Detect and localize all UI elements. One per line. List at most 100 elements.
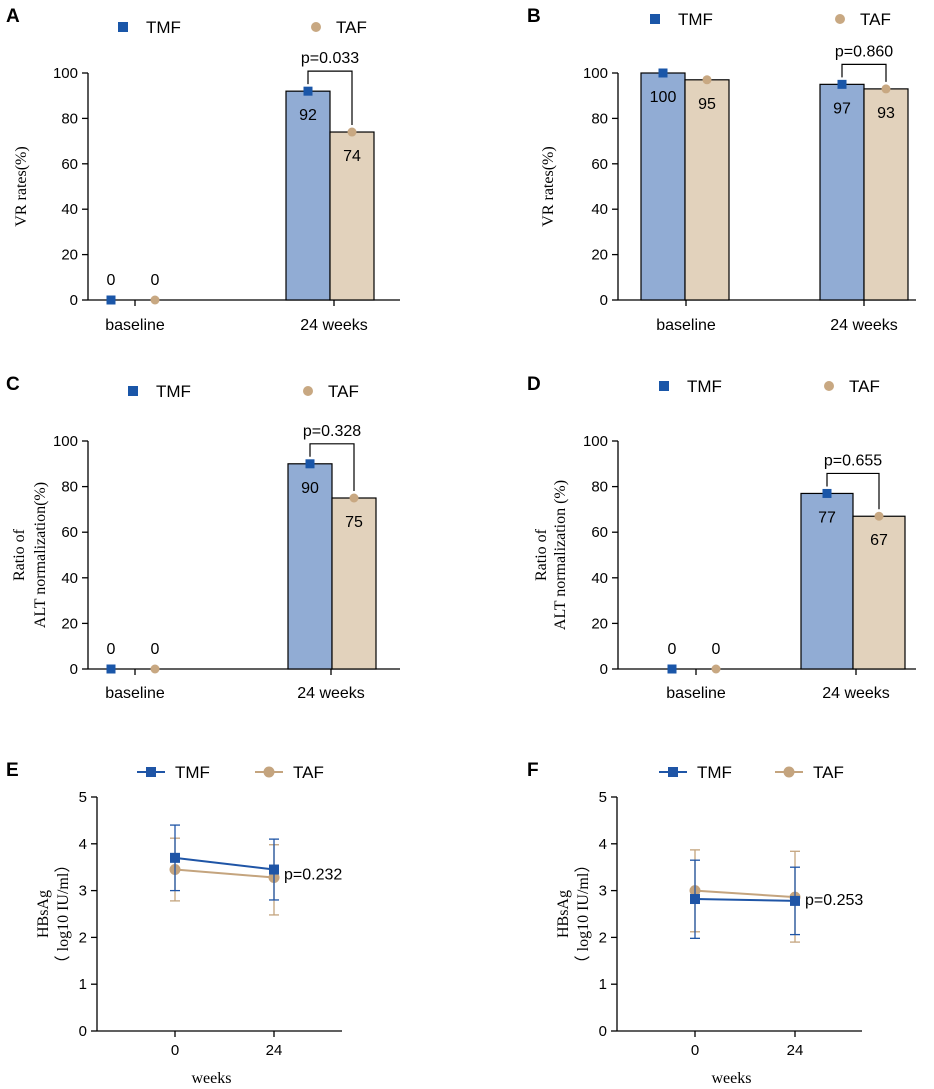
- panel-d-letter: D: [527, 374, 541, 395]
- panel-f-legend-tmf-marker: [668, 767, 678, 777]
- panel-e-y-tick-label: 4: [79, 836, 87, 853]
- panel-a-significance-bracket: [307, 70, 353, 126]
- panel-f-tmf-point: [790, 895, 800, 906]
- panel-f-p-value: p=0.253: [805, 892, 863, 909]
- panel-c-y-tick-label: 20: [61, 615, 78, 632]
- panel-c-taf-marker: [349, 493, 359, 503]
- panel-e-y-tick-label: 0: [79, 1023, 87, 1040]
- panel-c-tmf-marker: [305, 459, 315, 469]
- panel-d-tmf-marker: [667, 664, 677, 674]
- panel-e-y-tick-label: 5: [79, 789, 87, 806]
- panel-b-taf-value-label: 95: [698, 96, 716, 113]
- panel-a-y-tick-label: 80: [61, 110, 78, 127]
- panel-f-taf-line: [694, 889, 796, 899]
- panel-a-y-tick-label: 40: [61, 201, 78, 218]
- panel-c-tmf-bar: [287, 463, 333, 670]
- panel-d-taf-value-label: 0: [712, 641, 721, 658]
- panel-a-category-label: baseline: [105, 317, 165, 334]
- panel-d-tmf-bar: [800, 492, 854, 670]
- panel-c-y-tick-label: 60: [61, 524, 78, 541]
- panel-a-legend-taf-marker: [311, 22, 321, 32]
- panel-f-x-tick-label: 24: [787, 1042, 804, 1059]
- panel-d-tmf-value-label: 0: [668, 641, 677, 658]
- panel-b-y-tick-label: 0: [600, 292, 608, 309]
- panel-d-category-label: 24 weeks: [822, 685, 890, 702]
- panel-e-tmf-point: [269, 864, 279, 875]
- panel-f-y-tick-label: 3: [599, 883, 607, 900]
- panel-b-tmf-marker: [837, 79, 847, 89]
- panel-d-p-value: p=0.655: [824, 452, 882, 469]
- panel-c-y-tick-label: 80: [61, 479, 78, 496]
- panel-e-tmf-point: [170, 852, 180, 863]
- panel-f-y-label: HBsAg: [555, 890, 572, 938]
- panel-e-x-tick-label: 0: [171, 1042, 179, 1059]
- panel-d-significance-bracket: [826, 472, 880, 510]
- panel-b-tmf-value-label: 97: [833, 100, 851, 117]
- panel-f-tmf-line: [694, 898, 796, 902]
- panel-d-taf-bar: [852, 515, 906, 670]
- panel-c-p-value: p=0.328: [303, 423, 361, 440]
- panel-a-tmf-value-label: 0: [107, 272, 116, 289]
- panel-a-letter: A: [6, 6, 20, 27]
- panel-f-y-tick-label: 5: [599, 789, 607, 806]
- panel-c-tmf-marker: [106, 664, 116, 674]
- panel-e-legend-tmf-label: TMF: [175, 763, 210, 782]
- panel-c-letter: C: [6, 374, 20, 395]
- panel-d-y-label: Ratio of: [533, 528, 550, 581]
- panel-c-taf-value-label: 75: [345, 514, 363, 531]
- panel-e-taf-line: [174, 868, 275, 879]
- panel-a-legend-tmf-marker: [118, 22, 128, 32]
- panel-b-y-tick-label: 60: [591, 156, 608, 173]
- panel-e-x-label: weeks: [192, 1070, 232, 1087]
- panel-a-y-tick-label: 100: [53, 65, 78, 82]
- panel-f-tmf-point: [690, 894, 700, 905]
- panel-b-tmf-marker: [658, 68, 668, 78]
- panel-f-y-tick-label: 4: [599, 836, 607, 853]
- panel-f-x-tick-label: 0: [691, 1042, 699, 1059]
- panel-c-taf-bar: [331, 497, 377, 670]
- panel-b-y-tick-label: 40: [591, 201, 608, 218]
- panel-f-y-label-2: （ log10 IU/ml）: [574, 857, 592, 972]
- panel-a-y-tick-label: 60: [61, 156, 78, 173]
- panel-e-legend-taf-marker: [263, 766, 275, 778]
- panel-e-tmf-line: [174, 856, 275, 871]
- panel-f-y-tick-label: 0: [599, 1023, 607, 1040]
- panel-d-category-label: baseline: [666, 685, 726, 702]
- panel-d-legend-tmf-marker: [659, 381, 669, 391]
- panel-c-taf-value-label: 0: [151, 641, 160, 658]
- panel-b-tmf-value-label: 100: [650, 89, 677, 106]
- panel-e-x-tick-label: 24: [266, 1042, 283, 1059]
- panel-d-y-tick-label: 20: [591, 615, 608, 632]
- panel-a-taf-value-label: 0: [151, 272, 160, 289]
- panel-e-p-value: p=0.232: [284, 867, 342, 884]
- panel-d-tmf-marker: [822, 488, 832, 498]
- panel-c-tmf-value-label: 0: [107, 641, 116, 658]
- panel-b-taf-marker: [702, 75, 712, 85]
- panel-e-legend-taf-label: TAF: [293, 763, 324, 782]
- panel-b-tmf-bar: [640, 72, 686, 301]
- panel-c-category-label: baseline: [105, 685, 165, 702]
- panel-f-legend-taf-label: TAF: [813, 763, 844, 782]
- panel-d-taf-value-label: 67: [870, 532, 888, 549]
- panel-e-letter: E: [6, 760, 19, 781]
- panel-e-legend-tmf-marker: [146, 767, 156, 777]
- panel-d-y-tick-label: 0: [600, 661, 608, 678]
- panel-a-taf-marker: [150, 295, 160, 305]
- panel-c-y-label-2: ALT normalization(%): [32, 482, 49, 628]
- panel-f-y-tick-label: 1: [599, 976, 607, 993]
- panel-a-y-tick-label: 0: [70, 292, 78, 309]
- panel-a-taf-bar: [329, 131, 375, 301]
- panel-a-tmf-marker: [106, 295, 116, 305]
- panel-e-y-tick-label: 1: [79, 976, 87, 993]
- panel-a-y-tick-label: 20: [61, 247, 78, 264]
- panel-c-category-label: 24 weeks: [297, 685, 365, 702]
- panel-e-y-tick-label: 2: [79, 929, 87, 946]
- panel-a-p-value: p=0.033: [301, 50, 359, 67]
- panel-b-y-label: VR rates(%): [540, 146, 557, 226]
- panel-d-y-tick-label: 60: [591, 524, 608, 541]
- panel-d-tmf-value-label: 77: [818, 509, 836, 526]
- panel-d-y-tick-label: 80: [591, 479, 608, 496]
- panel-a-y-label: VR rates(%): [13, 146, 30, 226]
- panel-c-legend-tmf-label: TMF: [156, 382, 191, 401]
